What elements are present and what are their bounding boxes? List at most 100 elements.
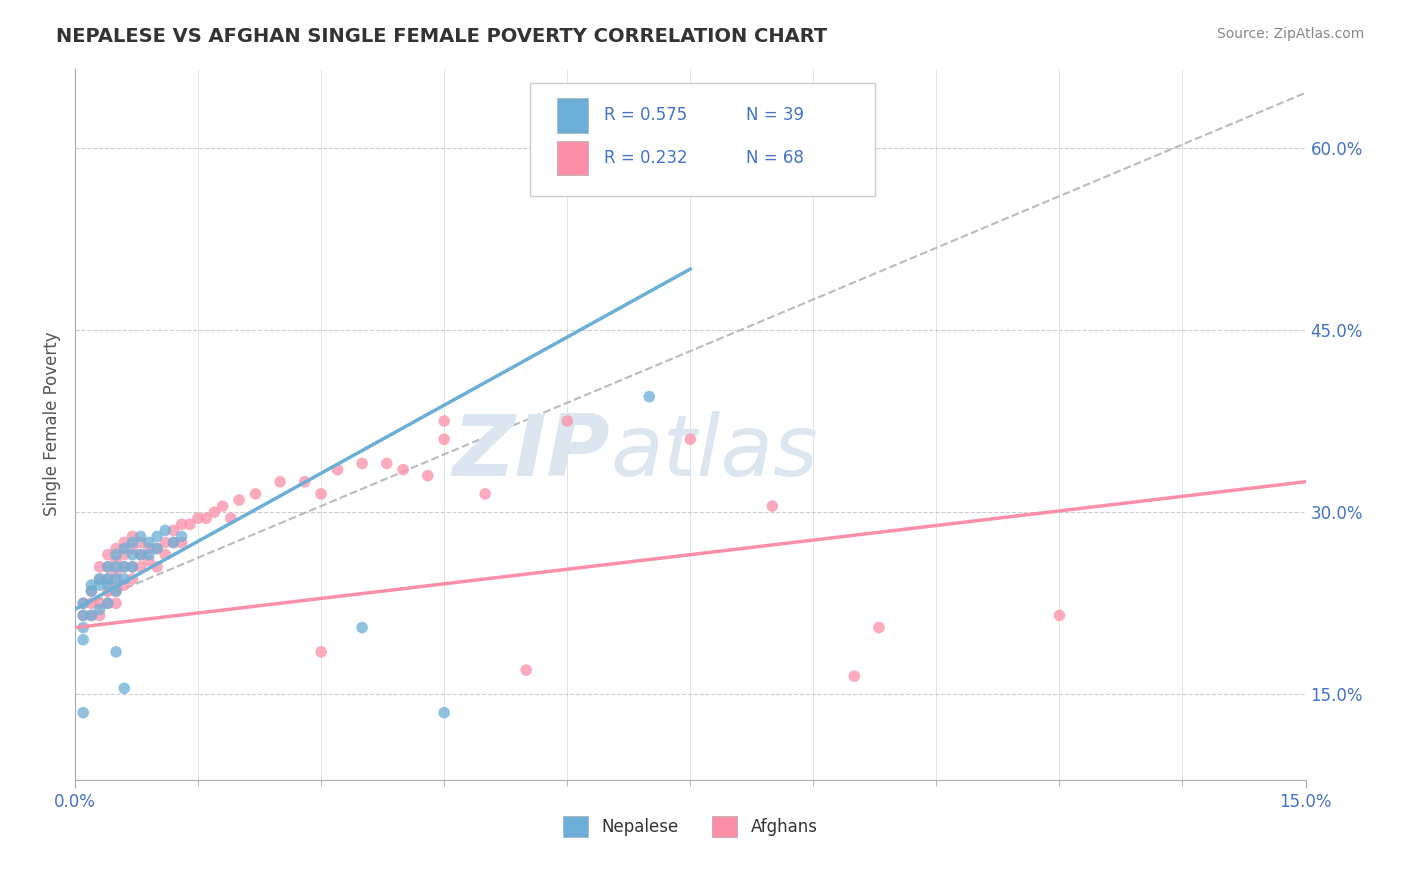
Point xyxy=(97,559,120,574)
Text: NEPALESE VS AFGHAN SINGLE FEMALE POVERTY CORRELATION CHART: NEPALESE VS AFGHAN SINGLE FEMALE POVERTY… xyxy=(56,27,828,45)
Point xyxy=(638,390,661,404)
Point xyxy=(121,559,143,574)
Point xyxy=(474,487,496,501)
Point xyxy=(112,578,135,592)
Point xyxy=(219,511,242,525)
Point xyxy=(129,559,152,574)
Point xyxy=(129,548,152,562)
Point xyxy=(121,548,143,562)
Point xyxy=(129,535,152,549)
Point xyxy=(155,548,177,562)
Point xyxy=(97,578,120,592)
Point xyxy=(72,632,94,647)
Point xyxy=(162,535,184,549)
Point xyxy=(97,596,120,610)
Point xyxy=(105,541,128,556)
Point xyxy=(155,524,177,538)
Point xyxy=(72,608,94,623)
Text: atlas: atlas xyxy=(610,411,818,494)
Point xyxy=(105,645,128,659)
Point xyxy=(433,414,456,428)
Point xyxy=(105,596,128,610)
Point xyxy=(1047,608,1070,623)
Point xyxy=(121,559,143,574)
Point xyxy=(97,596,120,610)
Point xyxy=(89,572,111,586)
Text: ZIP: ZIP xyxy=(453,411,610,494)
Point xyxy=(679,432,702,446)
Point xyxy=(138,548,160,562)
Point xyxy=(97,559,120,574)
Text: R = 0.575: R = 0.575 xyxy=(605,106,688,125)
Point xyxy=(515,663,537,677)
Point xyxy=(89,559,111,574)
Point xyxy=(138,535,160,549)
Point xyxy=(105,572,128,586)
Point xyxy=(80,596,103,610)
FancyBboxPatch shape xyxy=(530,83,875,196)
Point xyxy=(105,554,128,568)
Point xyxy=(89,608,111,623)
Point xyxy=(80,584,103,599)
Point xyxy=(112,541,135,556)
Point xyxy=(112,559,135,574)
Point xyxy=(195,511,218,525)
Point xyxy=(868,621,890,635)
Point xyxy=(129,529,152,543)
Point xyxy=(72,596,94,610)
Point xyxy=(72,596,94,610)
Point xyxy=(162,535,184,549)
Point xyxy=(80,578,103,592)
Point xyxy=(105,578,128,592)
Point xyxy=(162,524,184,538)
FancyBboxPatch shape xyxy=(557,141,588,175)
Point xyxy=(187,511,209,525)
Point xyxy=(352,457,374,471)
Point xyxy=(761,499,783,513)
Point xyxy=(97,572,120,586)
Text: Source: ZipAtlas.com: Source: ZipAtlas.com xyxy=(1216,27,1364,41)
Point xyxy=(204,505,226,519)
Point xyxy=(269,475,291,489)
Point xyxy=(97,548,120,562)
Point xyxy=(89,596,111,610)
Point xyxy=(105,548,128,562)
Point xyxy=(433,432,456,446)
Point xyxy=(97,584,120,599)
Point xyxy=(170,535,193,549)
Text: R = 0.232: R = 0.232 xyxy=(605,149,688,167)
Point xyxy=(146,529,169,543)
Point xyxy=(170,529,193,543)
Point xyxy=(72,706,94,720)
Point xyxy=(170,517,193,532)
Legend: Nepalese, Afghans: Nepalese, Afghans xyxy=(557,810,824,844)
FancyBboxPatch shape xyxy=(557,98,588,133)
Point xyxy=(105,566,128,580)
Point xyxy=(112,572,135,586)
Point xyxy=(97,572,120,586)
Point xyxy=(80,608,103,623)
Point xyxy=(121,529,143,543)
Point xyxy=(129,548,152,562)
Point xyxy=(555,414,578,428)
Text: N = 68: N = 68 xyxy=(745,149,803,167)
Point xyxy=(112,681,135,696)
Point xyxy=(121,541,143,556)
Point xyxy=(80,584,103,599)
Point xyxy=(112,559,135,574)
Point xyxy=(146,559,169,574)
Point xyxy=(80,608,103,623)
Point xyxy=(146,541,169,556)
Point xyxy=(138,554,160,568)
Point xyxy=(392,462,415,476)
Point xyxy=(245,487,267,501)
Point xyxy=(105,559,128,574)
Y-axis label: Single Female Poverty: Single Female Poverty xyxy=(44,332,60,516)
Point xyxy=(228,493,250,508)
Point xyxy=(211,499,233,513)
Point xyxy=(89,578,111,592)
Point xyxy=(179,517,201,532)
Point xyxy=(89,602,111,616)
Point xyxy=(105,584,128,599)
Point xyxy=(105,584,128,599)
